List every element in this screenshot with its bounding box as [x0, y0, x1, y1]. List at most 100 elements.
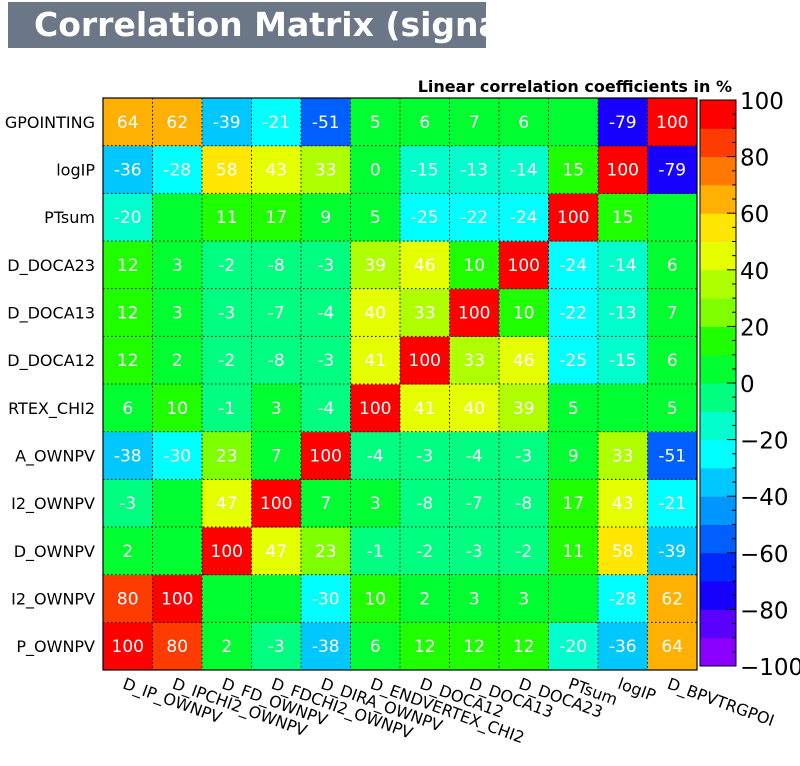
cell-value-label: -21 — [658, 494, 686, 514]
heatmap-cell — [202, 145, 252, 194]
cell-value-label: 47 — [265, 542, 287, 562]
y-tick-label: D_OWNPV — [14, 542, 95, 562]
cell-value-label: 11 — [216, 208, 238, 228]
cell-value-label: 100 — [656, 113, 688, 133]
heatmap-cell — [400, 479, 450, 528]
cell-value-label: -4 — [317, 399, 334, 419]
cell-value-label: -28 — [609, 590, 637, 610]
heatmap-cell — [499, 241, 549, 290]
heatmap-cell — [647, 336, 698, 385]
cell-value-label: -3 — [317, 351, 334, 371]
cell-value-label: -38 — [114, 447, 142, 467]
heatmap-cell — [647, 145, 698, 194]
colorbar-tick-label: −100 — [740, 655, 800, 681]
heatmap-cell — [449, 622, 500, 671]
cell-value-label: 100 — [112, 637, 144, 657]
cell-value-label: 7 — [271, 447, 282, 467]
heatmap-cell — [598, 384, 648, 433]
cell-value-label: 7 — [667, 304, 678, 324]
heatmap-cell — [400, 241, 450, 290]
heatmap-cell — [152, 622, 203, 671]
cell-value-label: 58 — [216, 161, 238, 181]
cell-value-label: 3 — [518, 590, 529, 610]
heatmap-cell — [251, 384, 302, 433]
colorbar-tick-label: 0 — [740, 372, 755, 398]
heatmap-cell — [598, 527, 648, 576]
cell-value-label: -3 — [466, 542, 483, 562]
heatmap-cell — [202, 384, 252, 433]
heatmap-cell — [499, 574, 549, 623]
heatmap-cell — [103, 193, 153, 242]
colorbar-bin — [700, 439, 736, 469]
heatmap-grid — [102, 97, 698, 671]
y-tick-label: D_DOCA13 — [7, 304, 95, 324]
cell-value-label: 2 — [419, 590, 430, 610]
cell-value-label: 33 — [463, 351, 485, 371]
heatmap-cell — [598, 288, 648, 337]
heatmap-cell — [202, 288, 252, 337]
heatmap-cell — [301, 336, 351, 385]
colorbar-bin — [700, 496, 736, 525]
cell-value-label: 9 — [568, 447, 579, 467]
cell-value-label: -8 — [416, 494, 433, 514]
heatmap-cell — [647, 622, 698, 671]
heatmap-cell — [350, 336, 401, 385]
heatmap-cell — [350, 98, 401, 147]
cell-value-label: -24 — [559, 256, 587, 276]
colorbar-bin — [700, 524, 736, 554]
heatmap-cell — [152, 431, 203, 480]
colorbar-bin — [700, 298, 736, 327]
heatmap-cell — [647, 193, 698, 242]
heatmap-cell — [152, 336, 203, 385]
heatmap-cell — [251, 574, 302, 623]
cell-value-label: 62 — [166, 113, 188, 133]
heatmap-cell — [647, 574, 698, 623]
cell-value-label: 33 — [612, 447, 634, 467]
heatmap-cell — [251, 241, 302, 290]
cell-value-label: 100 — [260, 494, 292, 514]
cell-value-label: 3 — [172, 256, 183, 276]
cell-value-label: 6 — [667, 351, 678, 371]
colorbar-bin — [700, 354, 736, 384]
cell-value-label: -22 — [460, 208, 488, 228]
cell-value-label: 23 — [216, 447, 238, 467]
heatmap-cell — [251, 622, 302, 671]
colorbar-bin — [700, 637, 736, 667]
heatmap-cell — [598, 145, 648, 194]
colorbar-bin — [700, 326, 736, 356]
cell-value-label: 100 — [310, 447, 342, 467]
heatmap-cell — [400, 527, 450, 576]
colorbar-bin — [700, 411, 736, 441]
cell-value-label: -15 — [609, 351, 637, 371]
cell-value-label: 5 — [667, 399, 678, 419]
cell-value-label: -13 — [460, 161, 488, 181]
cell-value-label: 100 — [409, 351, 441, 371]
cell-value-label: -30 — [312, 590, 340, 610]
heatmap-cell — [350, 241, 401, 290]
heatmap-cell — [202, 193, 252, 242]
heatmap-cell — [548, 479, 599, 528]
cell-value-label: -36 — [609, 637, 637, 657]
cell-value-label: -3 — [317, 256, 334, 276]
cell-value-label: -38 — [312, 637, 340, 657]
heatmap-cell — [598, 98, 648, 147]
heatmap-cell — [647, 431, 698, 480]
heatmap-cell — [103, 527, 153, 576]
heatmap-cell — [647, 384, 698, 433]
y-tick-label: A_OWNPV — [15, 447, 95, 467]
heatmap-cell — [301, 241, 351, 290]
x-tick-label: logIP — [615, 674, 658, 705]
colorbar-tick-label: −20 — [740, 429, 789, 455]
cell-value-label: 7 — [320, 494, 331, 514]
heatmap-cell — [350, 527, 401, 576]
heatmap-cell — [548, 384, 599, 433]
heatmap-cell — [103, 622, 153, 671]
heatmap-cell — [449, 145, 500, 194]
heatmap-cell — [548, 288, 599, 337]
cell-value-label: 10 — [513, 304, 535, 324]
colorbar-tick-label: 20 — [740, 315, 769, 341]
cell-value-label: -3 — [119, 494, 136, 514]
heatmap-cell — [301, 288, 351, 337]
